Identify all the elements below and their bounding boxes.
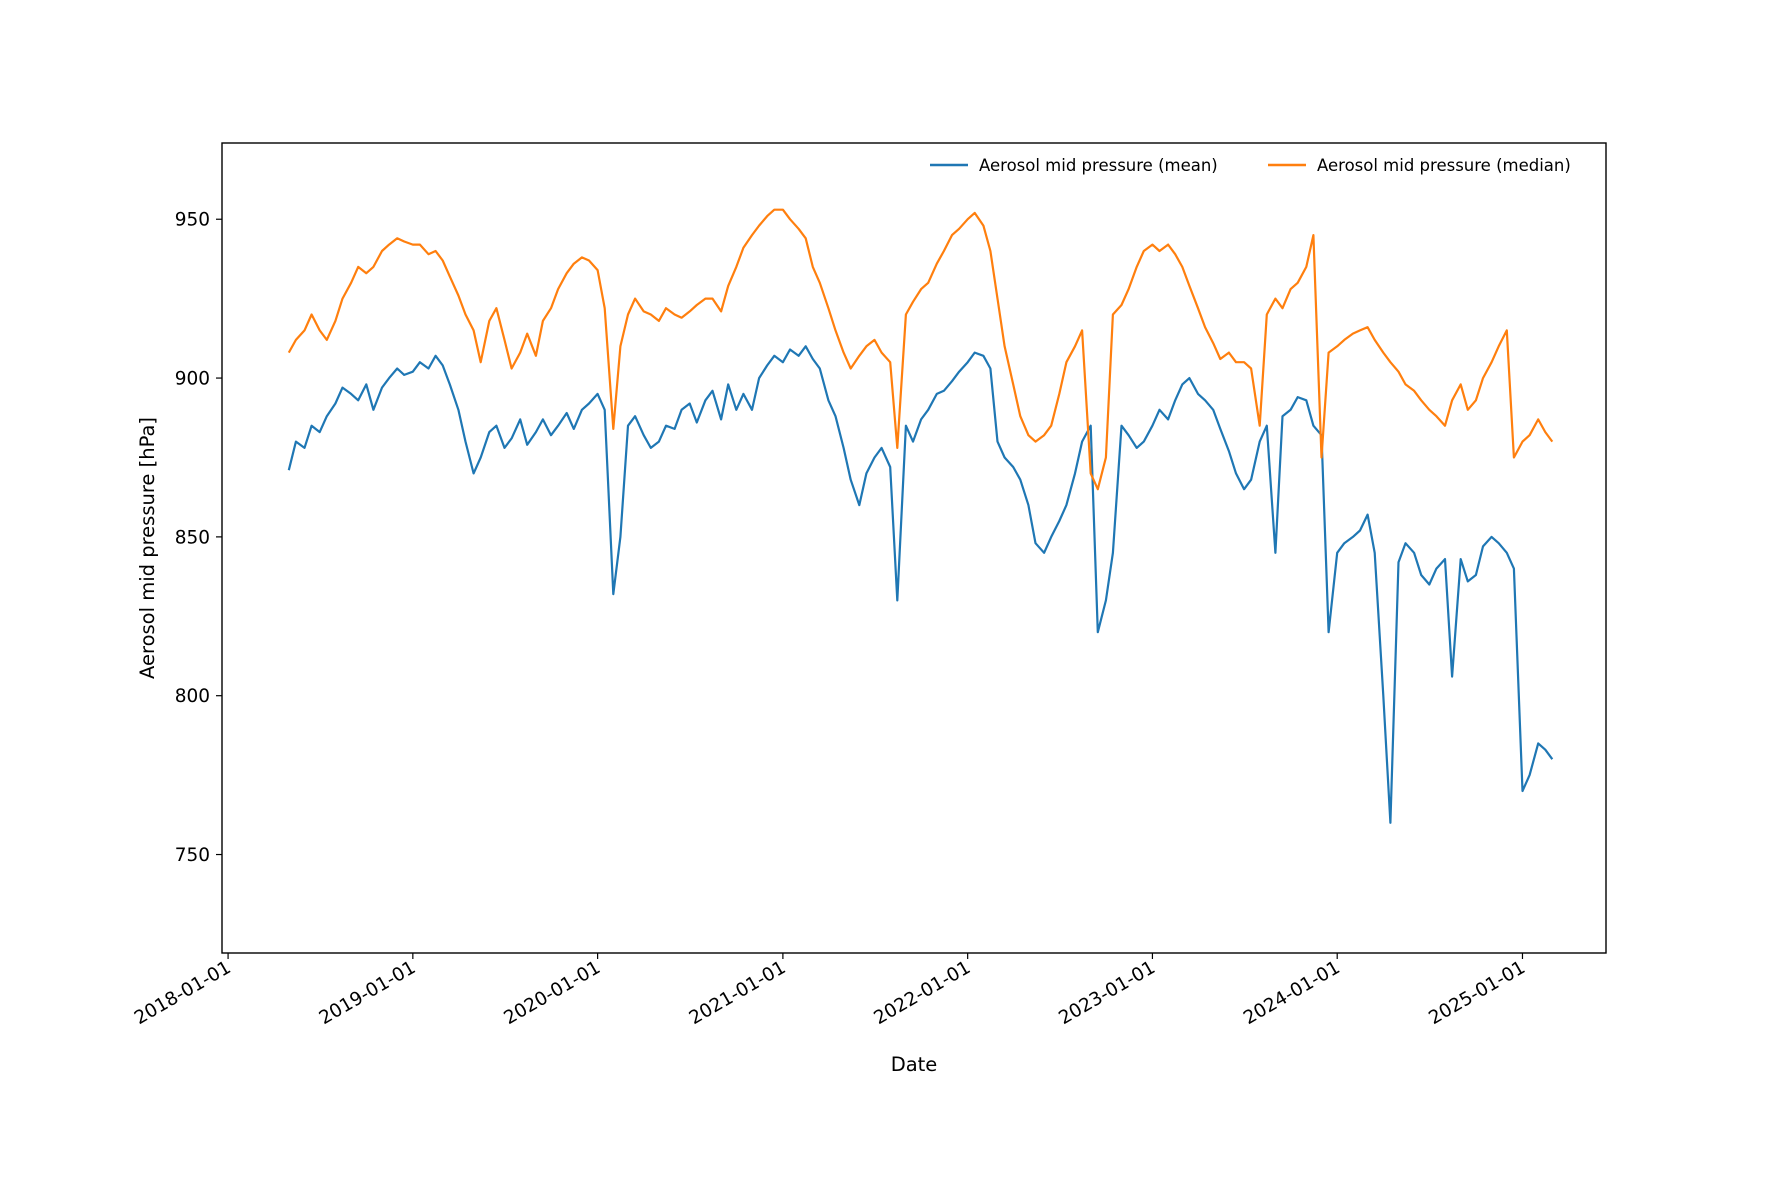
- plot-area: [222, 143, 1606, 953]
- series-layer: [287, 208, 1554, 824]
- x-tick-label: 2024-01-01: [1240, 957, 1344, 1029]
- x-tick-label: 2020-01-01: [501, 957, 605, 1029]
- legend: Aerosol mid pressure (mean) Aerosol mid p…: [930, 156, 1571, 175]
- series-line-0: [287, 345, 1554, 824]
- x-tick-label: 2023-01-01: [1055, 957, 1159, 1029]
- x-tick-label: 2018-01-01: [131, 957, 235, 1029]
- y-axis: 750 800 850 900 950: [175, 210, 222, 866]
- plot-frame: [221, 142, 1607, 954]
- y-tick-label: 750: [175, 845, 210, 866]
- y-tick-label: 900: [175, 369, 210, 390]
- y-tick-label: 800: [175, 686, 210, 707]
- legend-label-0: Aerosol mid pressure (mean): [979, 156, 1218, 175]
- y-axis-title: Aerosol mid pressure [hPa]: [136, 417, 159, 679]
- legend-label-1: Aerosol mid pressure (median): [1317, 156, 1571, 175]
- y-tick-label: 950: [175, 210, 210, 231]
- x-tick-label: 2019-01-01: [316, 957, 420, 1029]
- series-line-1: [287, 208, 1554, 491]
- y-tick-label: 850: [175, 527, 210, 548]
- x-tick-label: 2022-01-01: [871, 957, 975, 1029]
- x-tick-label: 2025-01-01: [1425, 957, 1529, 1029]
- x-axis-title: Date: [891, 1053, 938, 1076]
- x-tick-label: 2021-01-01: [686, 957, 790, 1029]
- x-axis: 2018-01-01 2019-01-01 2020-01-01 2021-01-01…: [131, 953, 1529, 1029]
